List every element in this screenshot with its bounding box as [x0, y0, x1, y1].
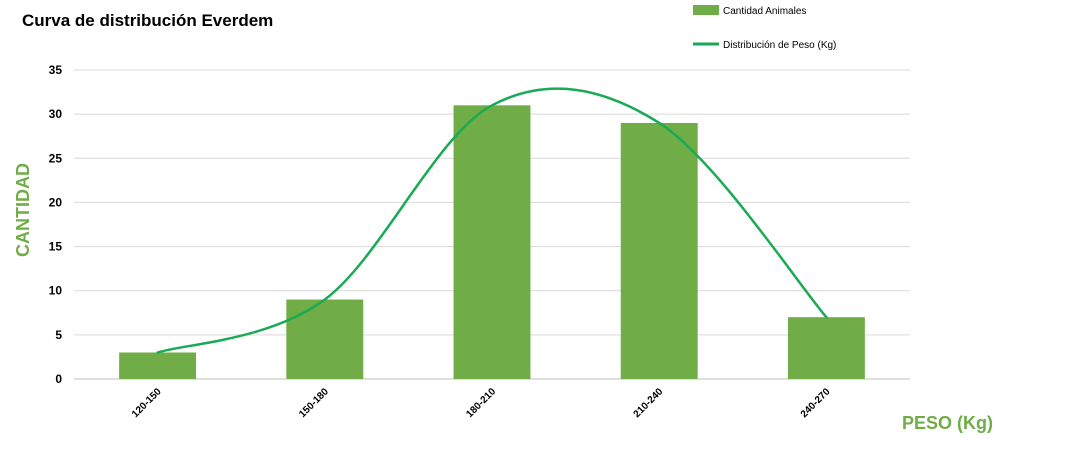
bar — [119, 352, 197, 379]
line-series — [156, 87, 828, 354]
x-tick-label: 240-270 — [799, 386, 833, 420]
y-tick-label: 0 — [55, 372, 62, 386]
x-axis-ticks: 120-150 150-180 180-210 210-240 240-270 — [130, 386, 833, 420]
distribution-curve — [156, 87, 828, 354]
bar — [620, 122, 698, 379]
x-tick-label: 120-150 — [130, 386, 164, 420]
y-tick-label: 10 — [49, 284, 63, 298]
chart-title: Curva de distribución Everdem — [22, 11, 273, 30]
y-tick-label: 15 — [49, 240, 63, 254]
bar — [787, 317, 865, 379]
x-tick-label: 180-210 — [464, 386, 498, 420]
legend: Cantidad Animales Distribución de Peso (… — [693, 5, 836, 51]
legend-label-bars: Cantidad Animales — [723, 6, 806, 17]
bar — [286, 299, 364, 379]
y-axis-label: CANTIDAD — [13, 163, 33, 257]
legend-label-line: Distribución de Peso (Kg) — [723, 40, 836, 51]
bar — [453, 105, 531, 380]
y-axis-ticks: 0 5 10 15 20 25 30 35 — [49, 63, 63, 386]
y-tick-label: 25 — [49, 151, 63, 165]
y-tick-label: 5 — [55, 328, 62, 342]
x-axis-label: PESO (Kg) — [902, 413, 993, 433]
legend-swatch-bars — [693, 5, 719, 15]
y-tick-label: 30 — [49, 107, 63, 121]
x-tick-label: 150-180 — [297, 386, 331, 420]
y-tick-label: 20 — [49, 195, 63, 209]
x-tick-label: 210-240 — [632, 386, 666, 420]
bar-series — [119, 105, 865, 380]
y-tick-label: 35 — [49, 63, 63, 77]
